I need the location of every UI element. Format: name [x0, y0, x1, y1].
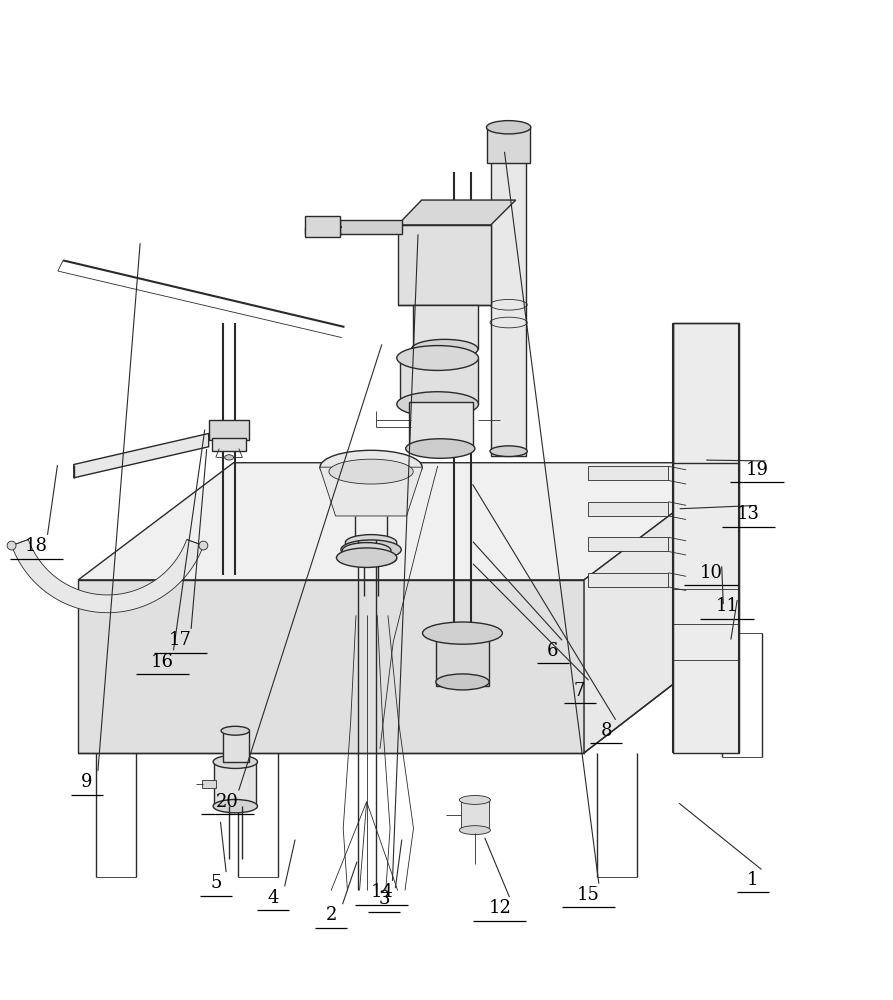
Polygon shape [203, 780, 216, 788]
Polygon shape [213, 438, 246, 451]
Ellipse shape [337, 548, 396, 567]
Ellipse shape [225, 455, 233, 460]
Ellipse shape [459, 826, 490, 835]
Text: 4: 4 [268, 889, 280, 907]
Polygon shape [397, 225, 491, 305]
Polygon shape [397, 200, 516, 225]
Ellipse shape [213, 755, 257, 768]
Text: 11: 11 [715, 597, 739, 615]
Polygon shape [672, 323, 739, 753]
Ellipse shape [320, 450, 422, 484]
Text: 9: 9 [81, 773, 93, 791]
Polygon shape [409, 402, 473, 447]
Ellipse shape [329, 459, 413, 484]
Ellipse shape [487, 121, 530, 134]
Ellipse shape [346, 551, 396, 567]
Polygon shape [584, 463, 739, 753]
Polygon shape [320, 467, 422, 516]
Polygon shape [413, 305, 478, 349]
Ellipse shape [436, 674, 489, 690]
Text: 19: 19 [746, 461, 769, 479]
Text: 15: 15 [577, 886, 600, 904]
Ellipse shape [396, 346, 479, 370]
Text: 17: 17 [169, 631, 192, 649]
Polygon shape [436, 633, 489, 686]
Ellipse shape [341, 540, 401, 559]
Polygon shape [340, 220, 402, 234]
Text: 20: 20 [216, 793, 238, 811]
Text: 18: 18 [25, 537, 48, 555]
Ellipse shape [213, 800, 257, 813]
Text: 13: 13 [737, 505, 760, 523]
Text: 16: 16 [151, 653, 174, 671]
Polygon shape [491, 154, 526, 456]
Ellipse shape [459, 796, 490, 804]
Ellipse shape [422, 622, 503, 644]
Text: 3: 3 [379, 890, 390, 908]
Text: 2: 2 [325, 906, 337, 924]
Ellipse shape [396, 392, 479, 417]
Text: 5: 5 [210, 874, 221, 892]
Text: 6: 6 [547, 642, 559, 660]
Ellipse shape [412, 339, 478, 359]
Polygon shape [12, 539, 204, 613]
Polygon shape [74, 433, 209, 478]
Ellipse shape [7, 541, 16, 550]
Ellipse shape [342, 543, 391, 559]
Polygon shape [79, 580, 584, 753]
Ellipse shape [490, 446, 527, 457]
Text: 10: 10 [699, 564, 722, 582]
Polygon shape [588, 537, 668, 551]
Text: 8: 8 [600, 722, 612, 740]
Polygon shape [209, 420, 249, 440]
Polygon shape [214, 762, 255, 806]
Ellipse shape [346, 535, 396, 551]
Polygon shape [223, 731, 249, 762]
Text: 1: 1 [747, 871, 758, 889]
Polygon shape [588, 573, 668, 587]
Polygon shape [588, 466, 668, 480]
Text: 14: 14 [371, 883, 393, 901]
Polygon shape [400, 358, 478, 404]
Polygon shape [461, 800, 489, 830]
Ellipse shape [199, 541, 208, 550]
Text: 12: 12 [488, 899, 511, 917]
Ellipse shape [221, 726, 249, 735]
Polygon shape [588, 502, 668, 516]
Polygon shape [79, 463, 739, 580]
Polygon shape [305, 216, 340, 237]
Polygon shape [488, 127, 530, 163]
Text: 7: 7 [574, 682, 585, 700]
Ellipse shape [405, 439, 475, 458]
